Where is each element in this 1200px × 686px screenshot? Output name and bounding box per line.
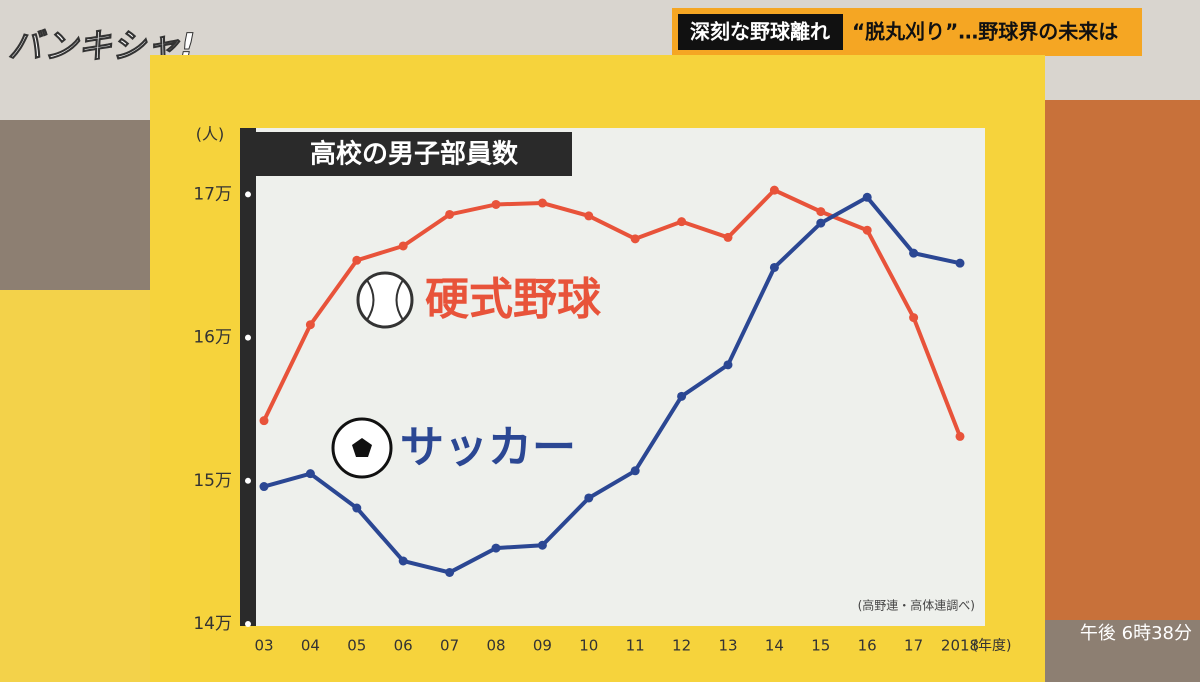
chart-title: 高校の男子部員数 <box>310 139 519 170</box>
x-tick-label: 09 <box>533 637 552 655</box>
x-tick-label: 2018 <box>941 637 979 655</box>
x-tick-label: 05 <box>347 637 366 655</box>
data-point <box>352 503 362 513</box>
x-tick-label: 12 <box>672 637 691 655</box>
data-point <box>445 209 455 219</box>
data-point <box>723 232 733 242</box>
series-line <box>262 187 962 438</box>
x-axis-label: (年度) <box>973 638 1012 654</box>
data-point <box>723 360 733 370</box>
x-tick-label: 06 <box>394 637 413 655</box>
data-point <box>816 218 826 228</box>
headline: 深刻な野球離れ <box>690 20 830 44</box>
x-tick-label: 07 <box>440 637 459 655</box>
data-point <box>584 211 594 221</box>
data-point <box>259 482 269 492</box>
data-point <box>909 248 919 258</box>
x-tick-label: 14 <box>765 637 784 655</box>
y-tick-dot <box>245 334 251 341</box>
x-tick-label: 11 <box>626 637 645 655</box>
data-point <box>630 234 640 244</box>
legend-label: サッカー <box>400 422 576 473</box>
x-tick-label: 13 <box>718 637 737 655</box>
y-tick-label: 17万 <box>193 184 232 204</box>
y-tick-label: 16万 <box>193 328 232 348</box>
y-tick-label: 15万 <box>193 471 232 491</box>
data-point <box>305 320 315 330</box>
legend-label: 硬式野球 <box>425 274 602 325</box>
data-point <box>816 207 826 217</box>
data-point <box>769 185 779 195</box>
data-point <box>259 416 269 426</box>
y-axis-label: (人) <box>196 125 225 144</box>
data-point <box>537 198 547 208</box>
clock: 午後 6時38分 <box>1080 623 1192 644</box>
data-point <box>445 567 455 577</box>
y-axis-bar <box>240 128 256 626</box>
data-point <box>305 469 315 479</box>
studio-desk <box>0 290 150 682</box>
subheadline: “脱丸刈り”…野球界の未来は <box>852 20 1118 44</box>
data-point <box>769 262 779 272</box>
studio-panel <box>1040 100 1200 620</box>
x-tick-label: 03 <box>254 637 273 655</box>
data-point <box>491 199 501 209</box>
y-tick-dot <box>245 477 251 484</box>
x-tick-label: 08 <box>486 637 505 655</box>
soccer-patch <box>352 438 372 457</box>
data-point <box>909 313 919 323</box>
series-line <box>263 194 961 575</box>
data-point <box>398 556 408 566</box>
x-tick-label: 10 <box>579 637 598 655</box>
data-point <box>677 391 687 401</box>
x-tick-label: 16 <box>858 637 877 655</box>
plot-area <box>240 128 985 626</box>
x-tick-label: 15 <box>811 637 830 655</box>
y-tick-dot <box>245 621 251 627</box>
data-point <box>677 217 687 227</box>
headline-box <box>678 14 843 50</box>
baseball-icon <box>356 271 414 329</box>
data-point <box>955 431 965 441</box>
x-tick-label: 17 <box>904 637 923 655</box>
data-point <box>862 225 872 235</box>
x-tick-label: 04 <box>301 637 320 655</box>
data-point <box>491 543 501 553</box>
data-point <box>584 493 594 503</box>
title-box <box>256 132 572 176</box>
data-point <box>537 540 547 550</box>
data-point <box>955 258 965 268</box>
baseball-seams <box>366 279 404 321</box>
data-point <box>630 466 640 476</box>
y-tick-dot <box>245 191 251 198</box>
y-tick-label: 14万 <box>193 614 232 634</box>
source-note: (高野連・高体連調べ) <box>858 598 975 613</box>
data-point <box>352 255 362 265</box>
data-point <box>862 192 872 202</box>
data-point <box>398 241 408 251</box>
